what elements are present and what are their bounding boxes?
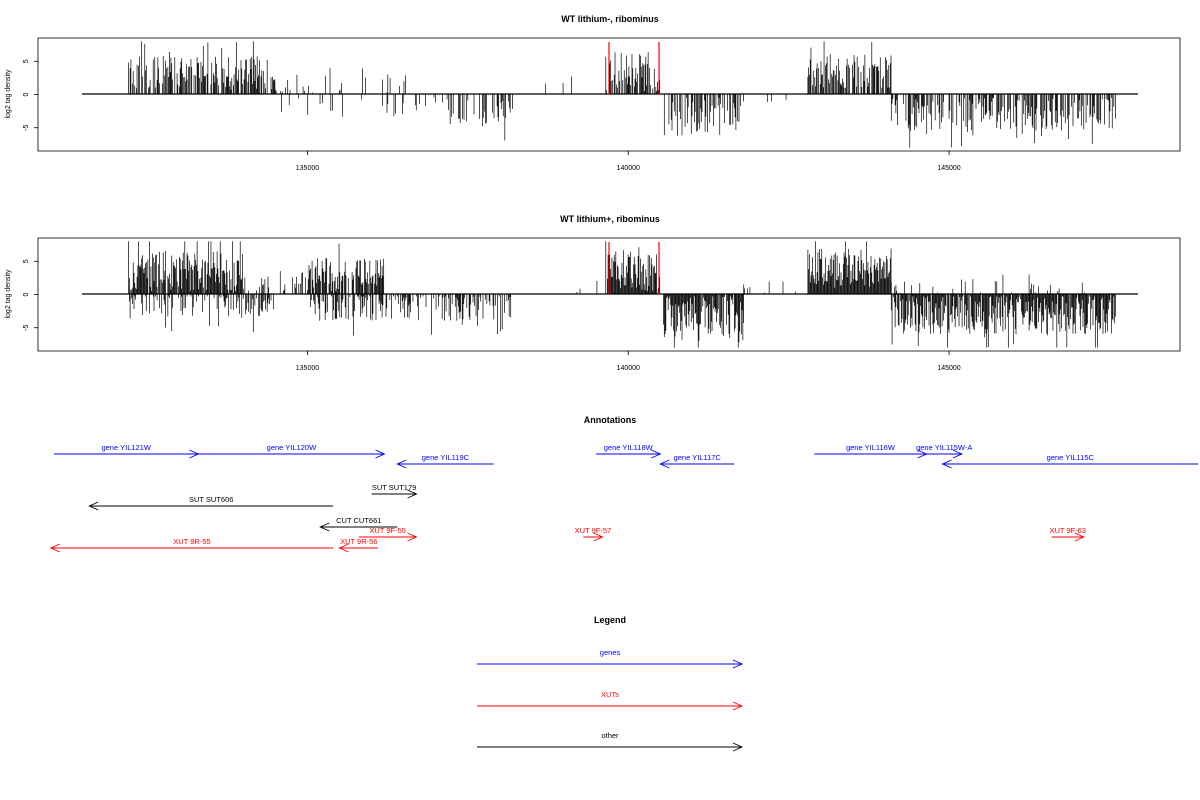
panel-2-bars [128,241,1116,348]
ytick-label: 5 [23,59,30,63]
arrow-head-icon [407,532,418,542]
panel-1-ylabel: log2 tag density [5,69,12,119]
legend-item: other [477,731,744,752]
legend-label: other [601,731,619,740]
panel-2-highlights [608,242,660,295]
annotation-item: XUT 9F-55 [358,526,418,542]
annotation-item: gene YIL115W-A [916,443,972,459]
arrow-head-icon [88,501,99,511]
panel-2-ylabel: log2 tag density [5,269,12,319]
arrow-head-icon [593,532,604,542]
arrow-head-icon [952,449,963,459]
panel-1: WT lithium-, ribominus log2 tag density … [5,14,1181,172]
annotation-label: gene YIL117C [674,453,722,462]
xtick-label: 145000 [937,365,960,372]
panel-1-title: WT lithium-, ribominus [561,14,659,24]
annotation-item: gene YIL120W [198,443,386,459]
legend-item: genes [477,648,744,669]
annotation-label: XUT 9F-55 [369,526,406,535]
ytick-label: 0 [23,292,30,296]
legend-title: Legend [594,615,626,625]
arrow-head-icon [375,449,386,459]
arrow-head-icon [651,449,662,459]
annotation-label: XUT 9F-63 [1049,526,1086,535]
arrow-head-icon [732,659,744,669]
annotation-item: gene YIL118W [596,443,662,459]
xtick-label: 140000 [617,365,640,372]
annotations-title: Annotations [584,415,637,425]
annotation-item: gene YIL119C [396,453,494,469]
annotation-label: gene YIL120W [267,443,317,452]
arrow-head-icon [941,459,952,469]
annotation-item: gene YIL121W [54,443,200,459]
annotation-item: SUT SUT606 [88,495,334,511]
annotation-item: gene YIL116W [814,443,928,459]
annotation-label: XUT 9R-55 [173,537,210,546]
ytick-label: 0 [23,92,30,96]
xtick-label: 145000 [937,165,960,172]
annotation-label: SUT SUT179 [372,483,416,492]
arrow-head-icon [396,459,407,469]
panel-1-highlights [608,42,660,95]
arrow-head-icon [49,543,61,553]
annotation-label: CUT CUT661 [336,516,381,525]
annotation-item: XUT 9R-55 [49,537,334,553]
ytick-label: -5 [23,325,30,331]
annotation-arrows: gene YIL121W gene YIL120W gene YIL119C gene… [49,443,1198,553]
xtick-label: 135000 [296,365,319,372]
panel-2: WT lithium+, ribominus log2 tag density … [5,214,1181,372]
annotations-panel: Annotations gene YIL121W gene YIL120Wgene… [49,415,1198,553]
arrow-head-icon [1074,532,1085,542]
xtick-label: 135000 [296,165,319,172]
annotation-label: SUT SUT606 [189,495,233,504]
annotation-label: gene YIL121W [101,443,151,452]
panel-1-yaxis: -5 0 5 [23,59,38,131]
xtick-label: 140000 [617,165,640,172]
annotation-label: gene YIL116W [846,443,896,452]
arrow-head-icon [732,742,744,752]
panel-2-yaxis: -5 0 5 [23,259,38,331]
panel-2-title: WT lithium+, ribominus [560,214,660,224]
legend-items: genes XUTs other [477,648,744,752]
arrow-head-icon [319,522,330,532]
annotation-label: gene YIL115C [1047,453,1095,462]
annotation-item: XUT 9R-56 [338,537,379,553]
panel-1-bars [128,41,1116,148]
legend-item: XUTs [477,690,744,711]
annotation-label: gene YIL118W [604,443,654,452]
arrow-head-icon [407,489,418,499]
annotation-item: gene YIL117C [659,453,735,469]
ytick-label: 5 [23,259,30,263]
arrow-head-icon [732,701,744,711]
legend-panel: Legend genes XUTs other [477,615,744,752]
panel-1-xaxis: 135000 140000 145000 [296,151,961,172]
arrow-head-icon [189,449,200,459]
annotation-item: XUT 9F-57 [575,526,612,542]
legend-label: genes [600,648,621,657]
annotation-label: gene YIL115W-A [916,443,972,452]
annotation-item: XUT 9F-63 [1049,526,1086,542]
annotation-item: gene YIL115C [941,453,1198,469]
annotation-label: XUT 9F-57 [575,526,612,535]
ytick-label: -5 [23,125,30,131]
arrow-head-icon [659,459,670,469]
annotation-label: gene YIL119C [422,453,470,462]
annotation-label: XUT 9R-56 [340,537,377,546]
arrow-head-icon [338,543,349,553]
panel-2-xaxis: 135000 140000 145000 [296,351,961,372]
annotation-item: CUT CUT661 [319,516,398,532]
legend-label: XUTs [601,690,619,699]
annotation-item: SUT SUT179 [371,483,418,499]
